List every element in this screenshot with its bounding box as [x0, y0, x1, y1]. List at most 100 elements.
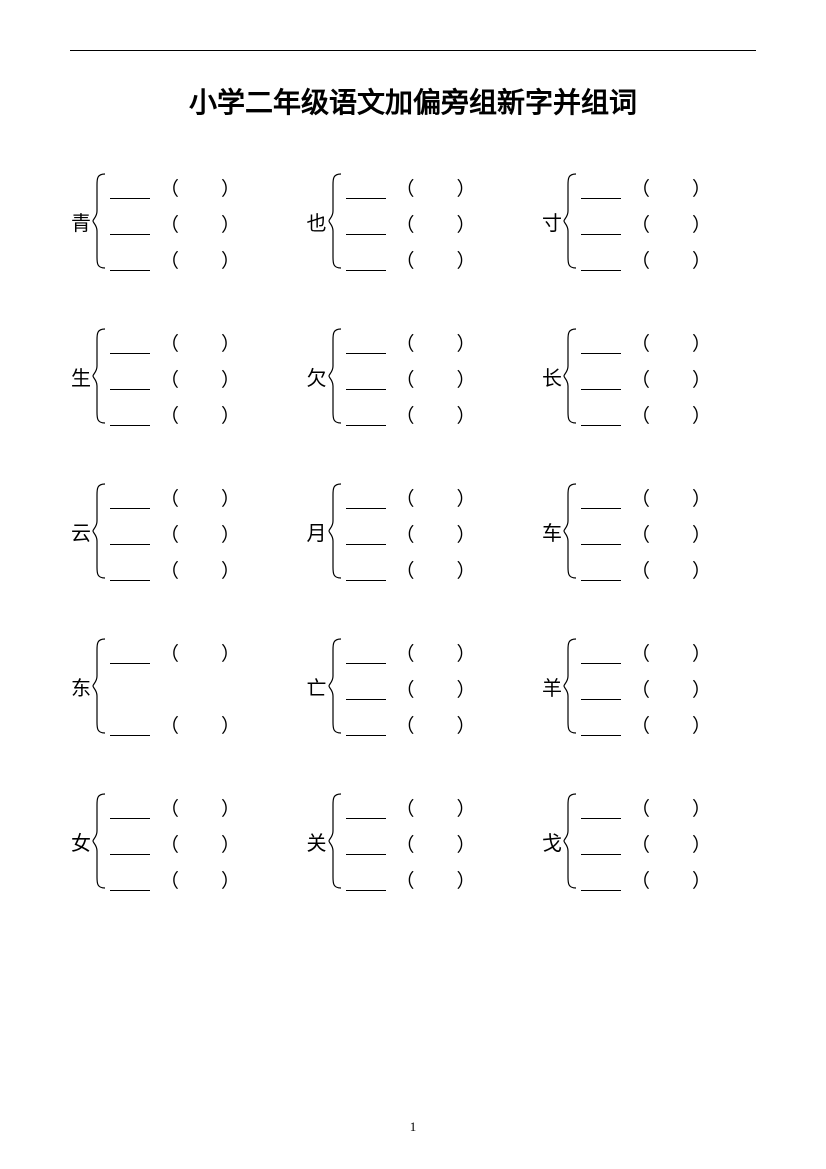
- paren-left: （: [160, 830, 179, 857]
- fill-blank[interactable]: [346, 255, 386, 271]
- brace-icon: [92, 636, 106, 736]
- fill-blank[interactable]: [581, 684, 621, 700]
- fill-blank[interactable]: [346, 875, 386, 891]
- fill-blank[interactable]: [346, 529, 386, 545]
- fill-blank[interactable]: [110, 565, 150, 581]
- base-character: 也: [306, 207, 328, 236]
- paren-left: （: [631, 174, 650, 201]
- fill-blank[interactable]: [110, 255, 150, 271]
- paren-right: ）: [692, 711, 711, 738]
- answer-line: （）: [110, 517, 285, 545]
- fill-blank[interactable]: [346, 374, 386, 390]
- paren-right: ）: [457, 639, 476, 666]
- fill-blank[interactable]: [110, 219, 150, 235]
- fill-blank[interactable]: [581, 875, 621, 891]
- exercise-unit: 青 （）（）（）: [70, 171, 285, 271]
- fill-blank[interactable]: [346, 410, 386, 426]
- fill-blank[interactable]: [581, 803, 621, 819]
- brace-icon: [328, 481, 342, 581]
- fill-blank[interactable]: [346, 493, 386, 509]
- fill-blank[interactable]: [346, 720, 386, 736]
- fill-blank[interactable]: [581, 338, 621, 354]
- answer-lines: （）（）（）: [577, 171, 756, 271]
- fill-blank[interactable]: [346, 803, 386, 819]
- fill-blank[interactable]: [110, 410, 150, 426]
- answer-line: （）: [346, 636, 521, 664]
- paren-left: （: [631, 794, 650, 821]
- paren-right: ）: [692, 401, 711, 428]
- fill-blank[interactable]: [110, 374, 150, 390]
- fill-blank[interactable]: [581, 648, 621, 664]
- fill-blank[interactable]: [110, 183, 150, 199]
- fill-blank[interactable]: [346, 839, 386, 855]
- base-character: 亡: [306, 672, 328, 701]
- paren-right: ）: [221, 484, 240, 511]
- answer-line: （）: [110, 791, 285, 819]
- fill-blank[interactable]: [110, 529, 150, 545]
- fill-blank[interactable]: [110, 720, 150, 736]
- paren-right: ）: [221, 639, 240, 666]
- answer-lines: （）（）（）: [342, 481, 521, 581]
- base-character: 戈: [541, 827, 563, 856]
- base-character: 云: [70, 517, 92, 546]
- fill-blank[interactable]: [346, 565, 386, 581]
- fill-blank[interactable]: [110, 803, 150, 819]
- fill-blank[interactable]: [110, 839, 150, 855]
- paren-left: （: [631, 484, 650, 511]
- fill-blank[interactable]: [346, 648, 386, 664]
- answer-line: （）: [581, 553, 756, 581]
- paren-left: （: [160, 365, 179, 392]
- answer-line: （）: [581, 481, 756, 509]
- paren-left: （: [160, 520, 179, 547]
- answer-line: （）: [110, 553, 285, 581]
- paren-left: （: [396, 711, 415, 738]
- fill-blank[interactable]: [110, 493, 150, 509]
- fill-blank[interactable]: [581, 720, 621, 736]
- fill-blank[interactable]: [110, 648, 150, 664]
- paren-left: （: [396, 556, 415, 583]
- fill-blank[interactable]: [581, 374, 621, 390]
- paren-right: ）: [221, 556, 240, 583]
- base-character: 车: [541, 517, 563, 546]
- base-character: 长: [541, 362, 563, 391]
- fill-blank[interactable]: [581, 529, 621, 545]
- fill-blank[interactable]: [346, 684, 386, 700]
- fill-blank[interactable]: [581, 219, 621, 235]
- exercise-grid: 青 （）（）（）也 （）（）（）寸 （）（）（）生 （）（）（）欠 （）（）（）…: [70, 171, 756, 891]
- fill-blank[interactable]: [110, 338, 150, 354]
- brace-icon: [563, 481, 577, 581]
- paren-right: ）: [692, 174, 711, 201]
- paren-right: ）: [457, 794, 476, 821]
- answer-lines: （）（）（）: [342, 791, 521, 891]
- paren-left: （: [396, 866, 415, 893]
- page-number: 1: [0, 1119, 826, 1135]
- paren-left: （: [396, 484, 415, 511]
- answer-line: （）: [346, 481, 521, 509]
- fill-blank[interactable]: [581, 565, 621, 581]
- paren-right: ）: [457, 329, 476, 356]
- paren-right: ）: [457, 866, 476, 893]
- answer-line: （）: [110, 708, 285, 736]
- fill-blank[interactable]: [346, 338, 386, 354]
- paren-right: ）: [221, 866, 240, 893]
- fill-blank[interactable]: [346, 183, 386, 199]
- fill-blank[interactable]: [581, 183, 621, 199]
- fill-blank[interactable]: [346, 219, 386, 235]
- base-character: 女: [70, 827, 92, 856]
- paren-left: （: [631, 401, 650, 428]
- exercise-unit: 寸 （）（）（）: [541, 171, 756, 271]
- paren-right: ）: [221, 794, 240, 821]
- answer-line: （）: [346, 243, 521, 271]
- fill-blank[interactable]: [581, 839, 621, 855]
- fill-blank[interactable]: [581, 255, 621, 271]
- answer-line: （）: [581, 791, 756, 819]
- paren-right: ）: [457, 484, 476, 511]
- fill-blank[interactable]: [581, 410, 621, 426]
- exercise-unit: 也 （）（）（）: [306, 171, 521, 271]
- fill-blank[interactable]: [581, 493, 621, 509]
- exercise-row: 云 （）（）（）月 （）（）（）车 （）（）（）: [70, 481, 756, 581]
- answer-lines: （）（）（）: [342, 171, 521, 271]
- paren-right: ）: [221, 246, 240, 273]
- fill-blank[interactable]: [110, 875, 150, 891]
- answer-line: （）: [581, 326, 756, 354]
